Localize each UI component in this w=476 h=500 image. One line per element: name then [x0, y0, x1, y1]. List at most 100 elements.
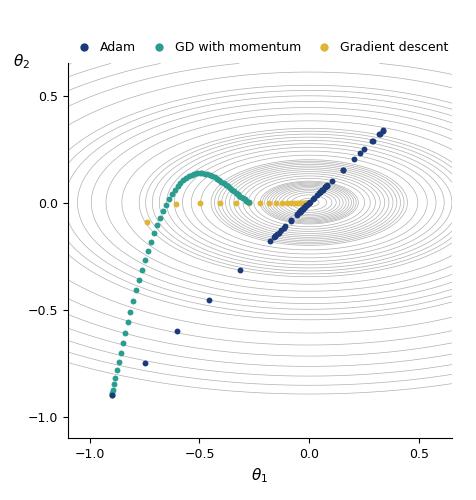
- Point: [305, 198, 313, 206]
- Point: [111, 374, 119, 382]
- Point: [220, 179, 228, 187]
- Point: [117, 349, 125, 357]
- Point: [108, 391, 116, 399]
- Point: [306, 198, 313, 206]
- Point: [321, 183, 329, 191]
- Point: [188, 170, 196, 178]
- Point: [173, 200, 180, 208]
- Point: [135, 276, 142, 284]
- Point: [303, 201, 311, 209]
- Point: [270, 233, 278, 241]
- Point: [198, 169, 206, 177]
- Point: [273, 230, 281, 238]
- Point: [287, 216, 295, 224]
- Point: [144, 246, 151, 254]
- Point: [305, 198, 313, 206]
- Point: [369, 136, 377, 144]
- Point: [323, 182, 331, 190]
- Point: [239, 194, 247, 202]
- Point: [216, 198, 224, 206]
- Point: [236, 192, 243, 200]
- Point: [277, 226, 285, 234]
- Point: [306, 198, 313, 206]
- Point: [297, 198, 305, 206]
- Point: [298, 206, 305, 214]
- Point: [238, 193, 245, 201]
- Point: [310, 194, 318, 202]
- Point: [108, 391, 116, 399]
- Point: [313, 192, 320, 200]
- Point: [143, 218, 151, 226]
- Point: [309, 194, 317, 202]
- Point: [109, 386, 117, 394]
- Point: [182, 174, 190, 182]
- Point: [318, 186, 326, 194]
- Point: [179, 176, 187, 184]
- Point: [305, 199, 313, 207]
- Point: [141, 256, 149, 264]
- Point: [168, 190, 176, 198]
- Point: [306, 198, 313, 206]
- Point: [206, 171, 214, 179]
- Point: [306, 198, 314, 206]
- Point: [287, 217, 294, 225]
- Point: [234, 190, 241, 198]
- Point: [304, 198, 312, 206]
- Point: [305, 198, 313, 206]
- Point: [305, 198, 313, 206]
- Point: [237, 266, 244, 274]
- Point: [147, 238, 154, 246]
- Point: [301, 198, 308, 206]
- Point: [232, 189, 239, 197]
- Point: [162, 201, 169, 209]
- Point: [306, 198, 313, 206]
- Point: [242, 196, 250, 204]
- Point: [305, 198, 313, 206]
- Point: [224, 182, 232, 190]
- Y-axis label: $\theta_2$: $\theta_2$: [13, 52, 30, 71]
- Point: [316, 188, 324, 196]
- Point: [303, 198, 311, 206]
- Point: [206, 296, 213, 304]
- Point: [360, 145, 368, 153]
- Point: [296, 208, 304, 216]
- Point: [321, 184, 328, 192]
- Point: [303, 202, 310, 209]
- Point: [318, 186, 326, 194]
- Point: [278, 198, 286, 206]
- Point: [305, 198, 312, 206]
- Point: [213, 174, 221, 182]
- Point: [211, 174, 218, 182]
- Point: [303, 198, 310, 206]
- Point: [256, 198, 264, 206]
- Point: [297, 207, 304, 215]
- Point: [302, 198, 309, 206]
- Point: [272, 232, 279, 239]
- Point: [296, 208, 304, 216]
- Point: [328, 177, 336, 185]
- Point: [306, 198, 313, 206]
- Point: [110, 380, 118, 388]
- Point: [299, 205, 307, 213]
- Point: [294, 210, 301, 218]
- Point: [216, 176, 223, 184]
- Point: [185, 172, 193, 180]
- Point: [272, 198, 280, 206]
- Point: [306, 198, 313, 206]
- Point: [228, 186, 236, 194]
- Point: [290, 198, 298, 206]
- Point: [305, 198, 313, 206]
- Point: [173, 328, 181, 336]
- Point: [376, 130, 384, 138]
- Point: [266, 237, 274, 245]
- Point: [127, 308, 134, 316]
- Point: [246, 198, 253, 206]
- Point: [244, 198, 252, 205]
- Point: [222, 181, 229, 189]
- Point: [156, 214, 163, 222]
- Point: [138, 266, 145, 274]
- Point: [113, 366, 120, 374]
- Point: [316, 188, 324, 196]
- Point: [232, 198, 240, 206]
- Point: [304, 198, 311, 206]
